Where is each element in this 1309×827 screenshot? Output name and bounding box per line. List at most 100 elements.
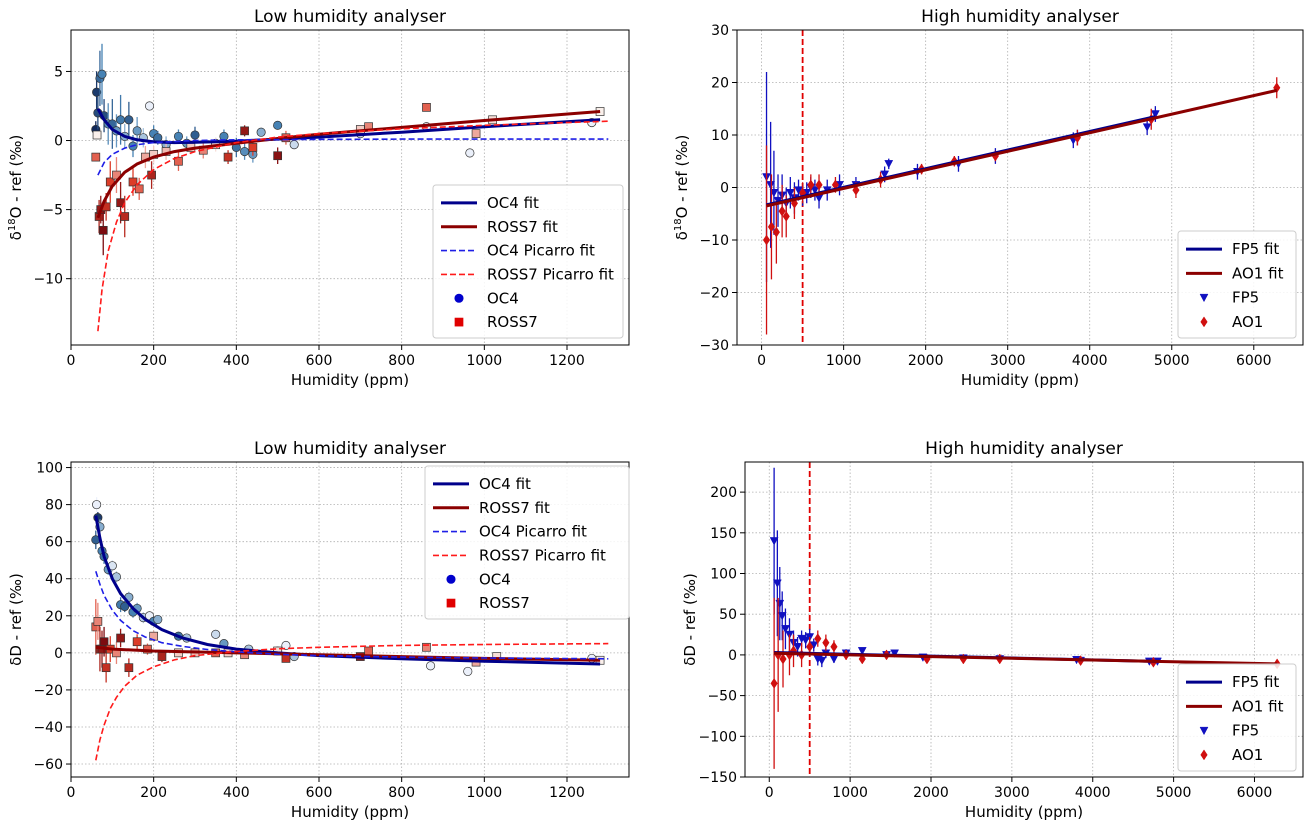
legend-label: ROSS7 fit xyxy=(479,499,550,517)
data-point xyxy=(801,636,811,645)
data-point xyxy=(793,643,802,652)
legend: FP5 fit AO1 fit FP5 AO1 xyxy=(1177,663,1297,772)
y-tick-label: 30 xyxy=(711,23,729,39)
plot-area xyxy=(91,497,609,761)
ticks: 0 200 400 600 800 1000 1200 −60 −40 −20 0 20 40 60 80 1… xyxy=(33,461,584,801)
y-axis-label: δD - ref (‰) xyxy=(7,573,25,666)
data-point xyxy=(223,152,233,162)
data-point xyxy=(426,661,436,671)
data-point xyxy=(829,655,839,664)
legend-marker-swatch xyxy=(1200,749,1208,761)
legend-label: ROSS7 xyxy=(487,313,538,331)
x-tick-label: 600 xyxy=(306,785,333,801)
x-tick-label: 400 xyxy=(223,785,250,801)
x-tick-label: 1000 xyxy=(826,353,862,369)
data-point xyxy=(770,677,778,689)
y-tick-label: −20 xyxy=(33,683,63,699)
legend-label: ROSS7 Picarro fit xyxy=(479,546,606,564)
panel-title: High humidity analyser xyxy=(925,439,1123,459)
x-tick-label: 0 xyxy=(67,353,76,369)
ticks: 0 1000 2000 3000 4000 5000 6000 −30 −20 −10 0 10 20 3… xyxy=(699,23,1271,369)
data-point xyxy=(814,633,822,645)
data-point xyxy=(120,212,130,221)
y-tick-label: 0 xyxy=(54,134,63,150)
legend: OC4 fit ROSS7 fit OC4 Picarro fit ROSS7 Pic… xyxy=(424,465,630,620)
y-tick-label: 0 xyxy=(728,648,737,664)
data-point xyxy=(782,210,790,222)
legend-label: ROSS7 Picarro fit xyxy=(487,265,614,283)
x-axis-label: Humidity (ppm) xyxy=(291,803,409,821)
panel-dd-low-humidity: 0 200 400 600 800 1000 1200 −60 −40 −20 0 20 40 60 80 1… xyxy=(7,439,630,821)
data-point xyxy=(777,612,787,621)
legend-label: OC4 fit xyxy=(479,475,531,493)
data-point xyxy=(173,131,184,141)
data-point xyxy=(884,160,894,169)
panel-d18o-low-humidity: 0 200 400 600 800 1000 1200 −10 −5 0 5 Low humidity… xyxy=(7,7,630,389)
legend-marker-swatch xyxy=(446,574,456,584)
data-point xyxy=(248,143,258,152)
legend-marker-swatch xyxy=(1200,316,1208,328)
data-point xyxy=(817,656,827,666)
x-tick-label: 4000 xyxy=(1072,353,1108,369)
data-point xyxy=(794,186,803,195)
series-oc4-points xyxy=(91,43,597,163)
series-line-oc4-fit xyxy=(94,515,601,666)
data-point xyxy=(880,170,890,179)
data-point xyxy=(1150,110,1160,119)
legend-marker-swatch xyxy=(1199,293,1209,303)
data-point xyxy=(132,637,142,647)
legend-label: AO1 xyxy=(1232,746,1263,764)
y-tick-label: 20 xyxy=(711,76,729,92)
legend-label: FP5 fit xyxy=(1232,673,1279,691)
data-point xyxy=(116,115,126,125)
data-point xyxy=(99,637,109,647)
data-point xyxy=(830,641,838,653)
x-tick-label: 0 xyxy=(757,353,766,369)
y-tick-label: −50 xyxy=(707,689,737,705)
data-point xyxy=(807,179,815,191)
y-axis-label-main: δD - ref (‰) xyxy=(681,573,699,666)
y-axis-label-main: δD - ref (‰) xyxy=(7,573,25,666)
data-point xyxy=(789,645,798,657)
data-point xyxy=(422,103,431,112)
y-axis-label: δ18O - ref (‰) xyxy=(7,135,25,241)
x-tick-label: 2000 xyxy=(913,785,949,801)
panel-title: Low humidity analyser xyxy=(254,7,446,27)
data-point xyxy=(211,629,221,639)
legend-label: ROSS7 xyxy=(479,594,530,612)
series-line-oc4-picarro-fit xyxy=(95,571,609,660)
data-point xyxy=(767,221,776,233)
y-tick-label: 10 xyxy=(711,128,729,144)
x-tick-label: 4000 xyxy=(1075,785,1111,801)
series-fp5-points xyxy=(769,467,1162,668)
y-tick-label: 0 xyxy=(720,181,729,197)
y-tick-label: −100 xyxy=(699,729,737,745)
data-point xyxy=(190,130,200,140)
data-point xyxy=(144,101,155,111)
data-point xyxy=(289,140,299,150)
data-point xyxy=(281,654,291,663)
legend: FP5 fit AO1 fit FP5 AO1 xyxy=(1177,230,1297,339)
panel-title: Low humidity analyser xyxy=(254,439,446,459)
x-tick-label: 3000 xyxy=(994,785,1030,801)
series-line-ross7-fit xyxy=(95,645,601,662)
legend-box xyxy=(1177,663,1297,772)
y-tick-label: 20 xyxy=(45,609,63,625)
data-point xyxy=(240,126,249,136)
data-point xyxy=(124,663,134,673)
panel-dd-high-humidity: 0 1000 2000 3000 4000 5000 6000 −150 −100 −50 0 50 1… xyxy=(681,439,1304,821)
ticks: 0 200 400 600 800 1000 1200 −10 −5 0 5 xyxy=(33,64,584,369)
x-tick-label: 0 xyxy=(67,785,76,801)
y-tick-label: −10 xyxy=(33,272,63,288)
x-tick-label: 800 xyxy=(388,353,415,369)
x-tick-label: 1200 xyxy=(549,353,585,369)
legend-label: AO1 fit xyxy=(1232,697,1284,715)
legend-label: FP5 fit xyxy=(1232,240,1279,258)
data-point xyxy=(97,69,107,79)
data-point xyxy=(779,653,787,665)
data-point xyxy=(93,617,103,626)
y-tick-label: 80 xyxy=(45,498,63,514)
data-point xyxy=(806,641,814,653)
y-tick-label: −150 xyxy=(699,770,737,786)
